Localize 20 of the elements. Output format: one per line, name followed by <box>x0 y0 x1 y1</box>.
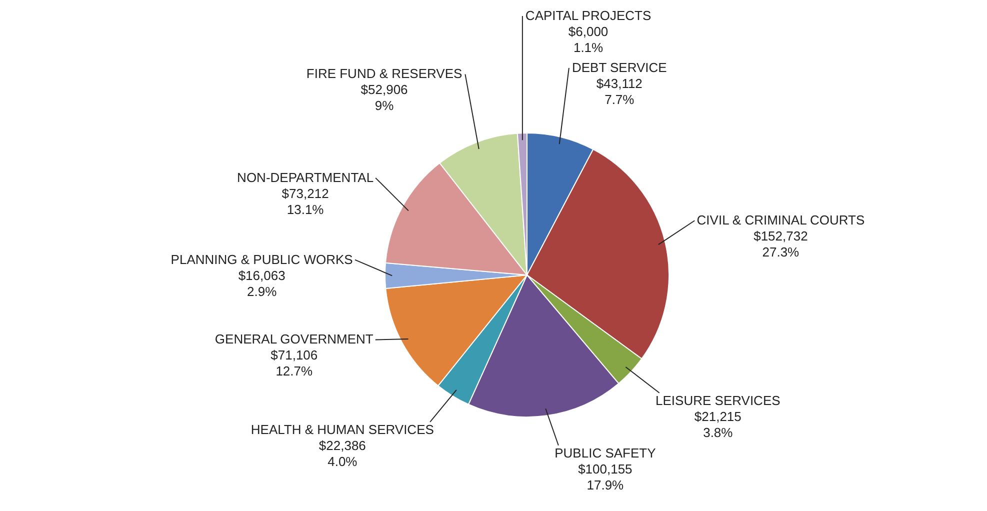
slice-label: DEBT SERVICE <box>572 60 668 75</box>
slice-label: CAPITAL PROJECTS <box>525 8 652 23</box>
data-label: $6,000 1.1% <box>568 24 608 55</box>
slice-label: PLANNING & PUBLIC WORKS <box>170 252 354 267</box>
slice-label: GENERAL GOVERNMENT <box>214 332 374 347</box>
slice-label: HEALTH & HUMAN SERVICES <box>250 422 434 437</box>
slice-label: NON-DEPARTMENTAL <box>237 170 374 185</box>
slice-label: CIVIL & CRIMINAL COURTS <box>696 212 865 228</box>
data-label: $73,212 13.1% <box>282 186 329 217</box>
data-label: $22,386 4.0% <box>318 438 366 469</box>
data-label: $52,906 9% <box>360 82 408 114</box>
data-label: $21,215 3.8% <box>694 408 742 440</box>
slice-label: FIRE FUND & RESERVES <box>306 66 463 82</box>
data-label: $71,106 12.7% <box>270 348 318 379</box>
slice-label: PUBLIC SAFETY <box>554 445 656 460</box>
data-label: $100,155 17.9% <box>578 461 632 492</box>
data-label: $152,732 27.3% <box>754 228 808 260</box>
slice-label: LEISURE SERVICES <box>656 392 781 408</box>
data-label: $16,063 2.9% <box>238 268 286 299</box>
data-label: $43,112 7.7% <box>596 76 642 107</box>
